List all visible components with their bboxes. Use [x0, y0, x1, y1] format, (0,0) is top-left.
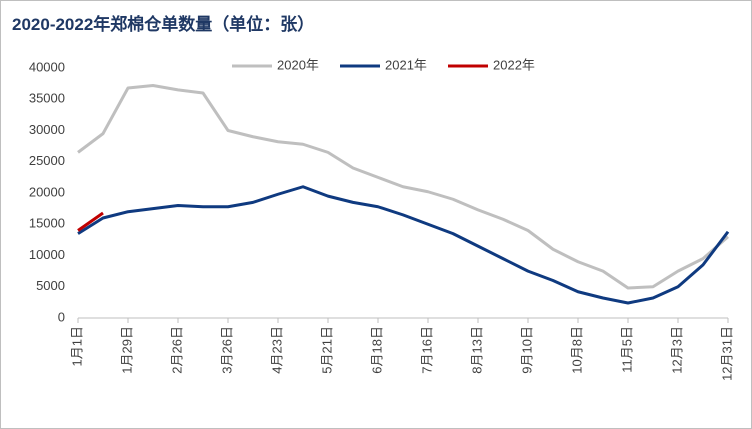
y-tick-label: 25000: [29, 153, 65, 168]
series-line: [77, 185, 730, 305]
x-tick-label: 6月18日: [369, 326, 384, 374]
legend-label: 2022年: [493, 57, 535, 72]
y-tick-label: 40000: [29, 59, 65, 74]
y-tick-label: 20000: [29, 184, 65, 199]
y-tick-label: 10000: [29, 247, 65, 262]
x-tick-label: 2月26日: [169, 326, 184, 374]
legend-label: 2020年: [277, 57, 319, 72]
y-tick-label: 0: [58, 309, 65, 324]
x-tick-label: 1月29日: [119, 326, 134, 374]
x-tick-label: 10月8日: [569, 326, 584, 374]
x-tick-label: 11月5日: [619, 326, 634, 373]
y-tick-label: 30000: [29, 122, 65, 137]
x-tick-label: 8月13日: [469, 326, 484, 374]
x-tick-label: 12月31日: [719, 326, 734, 381]
x-tick-label: 1月1日: [69, 326, 84, 366]
x-tick-label: 5月21日: [319, 326, 334, 374]
x-tick-label: 3月26日: [219, 326, 234, 374]
series-line: [77, 84, 729, 290]
y-tick-label: 5000: [36, 278, 65, 293]
y-tick-label: 35000: [29, 91, 65, 106]
x-tick-label: 9月10日: [519, 326, 534, 374]
x-tick-label: 4月23日: [269, 326, 284, 374]
chart-title: 2020-2022年郑棉仓单数量（单位：张）: [12, 14, 314, 34]
series-line: [77, 211, 104, 232]
x-tick-label: 12月3日: [669, 326, 684, 374]
legend-label: 2021年: [385, 57, 427, 72]
x-tick-label: 7月16日: [419, 326, 434, 374]
y-tick-label: 15000: [29, 216, 65, 231]
